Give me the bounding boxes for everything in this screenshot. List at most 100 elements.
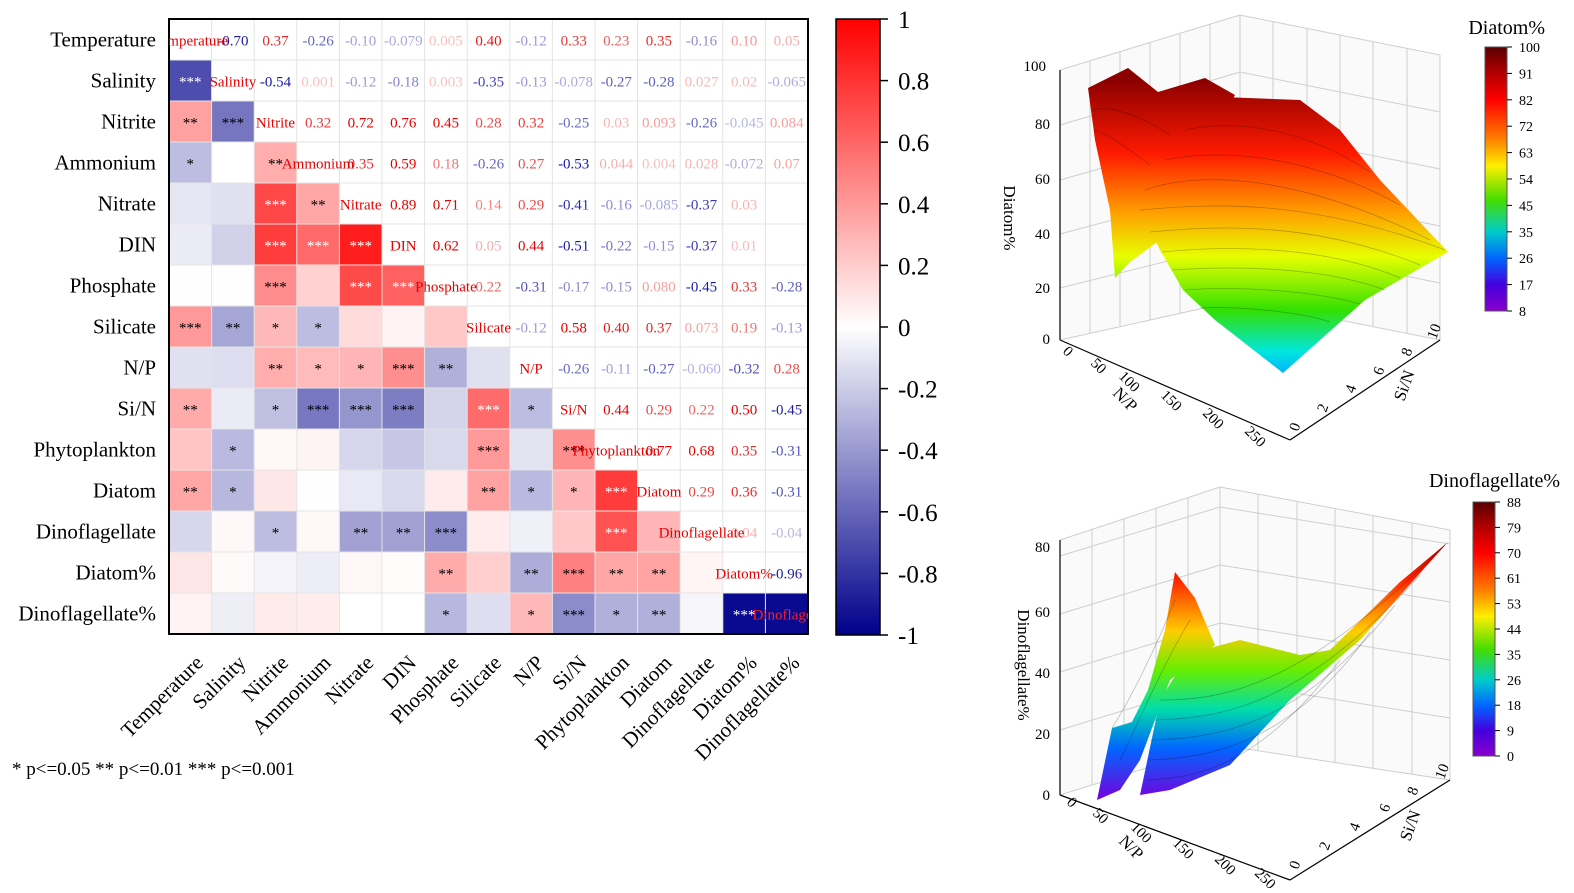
colorbar-tick-label: 17 [1519,279,1533,294]
y-tick: 6 [1377,801,1395,814]
correlation-value: -0.96 [771,567,803,583]
row-label: N/P [123,356,156,380]
correlation-value: -0.25 [558,116,589,132]
heatmap-cell [509,429,553,470]
colorbar-tick-label: 0.8 [898,69,929,96]
z-tick: 80 [1035,117,1050,133]
correlation-value: 0.01 [731,239,757,255]
significance-mark: * [442,608,450,624]
colorbar: 1 0.8 0.6 0.4 0.2 0 -0.2 -0.4 -0.6 -0.8 -1 [835,7,938,650]
correlation-value: 0.22 [475,280,501,296]
colorbar-tick-label: -0.8 [898,561,938,588]
heatmap-cell [595,511,638,552]
y-tick: 0 [1287,421,1305,434]
colorbar-tick-label: 79 [1507,521,1521,536]
correlation-value: -0.18 [388,75,419,91]
correlation-value: -0.41 [558,198,589,214]
row-label: Phytoplankton [33,438,156,462]
significance-mark: ** [609,567,624,583]
correlation-value: 0.07 [774,157,801,173]
significance-mark: * [272,403,280,419]
heatmap-cell [552,470,595,511]
heatmap-cell [382,429,425,470]
surface-mesh [1088,68,1448,373]
diagonal-label: Si/N [560,403,588,419]
y-tick: 8 [1405,785,1423,798]
heatmap-cell [296,265,340,306]
significance-mark: ** [268,157,283,173]
y-tick: 0 [1287,859,1305,872]
colorbar-ticks: 100 91 82 72 63 54 45 35 26 17 8 [1507,41,1540,320]
correlation-value: -0.04 [771,526,803,542]
heatmap-cell [339,552,382,593]
correlation-value: -0.31 [771,485,802,501]
heatmap-cell [211,101,255,142]
heatmap-cell [382,265,425,306]
heatmap-cell [467,429,510,470]
correlation-value: 0.084 [770,116,804,132]
heatmap-cell [509,388,553,429]
significance-mark: *** [264,239,287,255]
correlation-value: 0.33 [561,34,587,50]
row-label: Ammonium [54,151,156,175]
correlation-heatmap: ***** **** ***** ***** *** ****** *** ****** ** *… [18,18,809,765]
heatmap-cell [467,552,510,593]
correlation-value: -0.060 [682,362,721,378]
significance-mark: ** [651,608,666,624]
correlation-value: 0.59 [390,157,416,173]
z-tick: 20 [1035,727,1050,743]
correlation-value: 0.44 [603,403,630,419]
correlation-value: 0.29 [518,198,544,214]
correlation-value: 0.001 [301,75,335,91]
heatmap-cell [169,101,212,142]
correlation-value: 0.02 [731,75,757,91]
correlation-value: -0.045 [725,116,764,132]
correlation-value: -0.53 [558,157,589,173]
heatmap-cell [467,347,510,388]
correlation-value: 0.27 [518,157,545,173]
correlation-value: 0.22 [688,403,714,419]
significance-mark: *** [477,403,500,419]
heatmap-cell [552,552,595,593]
correlation-value: 0.18 [433,157,459,173]
correlation-value: 0.080 [642,280,676,296]
diagonal-label: Diatom [636,485,681,501]
correlation-value: 0.36 [731,485,758,501]
heatmap-cell [424,552,468,593]
colorbar-gradient [835,18,881,636]
heatmap-cell [595,593,638,634]
heatmap-cell [552,593,595,634]
significance-mark: *** [264,198,287,214]
heatmap-cell [509,511,553,552]
heatmap-cell [169,306,212,347]
heatmap-cell [424,511,468,552]
x-tick: 150 [1157,388,1184,415]
correlation-value: -0.12 [515,321,546,337]
colorbar-tick-label: 61 [1507,572,1521,587]
heatmap-cell [382,306,425,347]
z-ticks: 100 80 60 40 20 0 [1024,59,1051,348]
significance-mark: *** [349,239,372,255]
correlation-value: 0.89 [390,198,416,214]
significance-mark: ** [225,321,240,337]
significance-mark: ** [311,198,326,214]
diagonal-label: Diatom% [715,567,773,583]
heatmap-cell [595,552,638,593]
colorbar-tick-label: 35 [1519,226,1533,241]
diagonal-label: Silicate [466,321,511,337]
correlation-value: 0.35 [646,34,672,50]
significance-mark: *** [562,567,585,583]
correlation-value: 0.28 [774,362,800,378]
significance-mark: ** [396,526,411,542]
diagonal-label: N/P [519,362,542,378]
significance-mark: *** [435,526,458,542]
diagonal-label: Temperature [153,34,229,50]
z-tick: 0 [1043,788,1051,804]
heatmap-cell [339,265,382,306]
correlation-value: 0.35 [348,157,374,173]
diagonal-label: Salinity [210,75,257,91]
heatmap-cell [169,265,212,306]
heatmap-cell [211,306,255,347]
significance-mark: * [272,526,280,542]
correlation-value: 0.76 [390,116,417,132]
